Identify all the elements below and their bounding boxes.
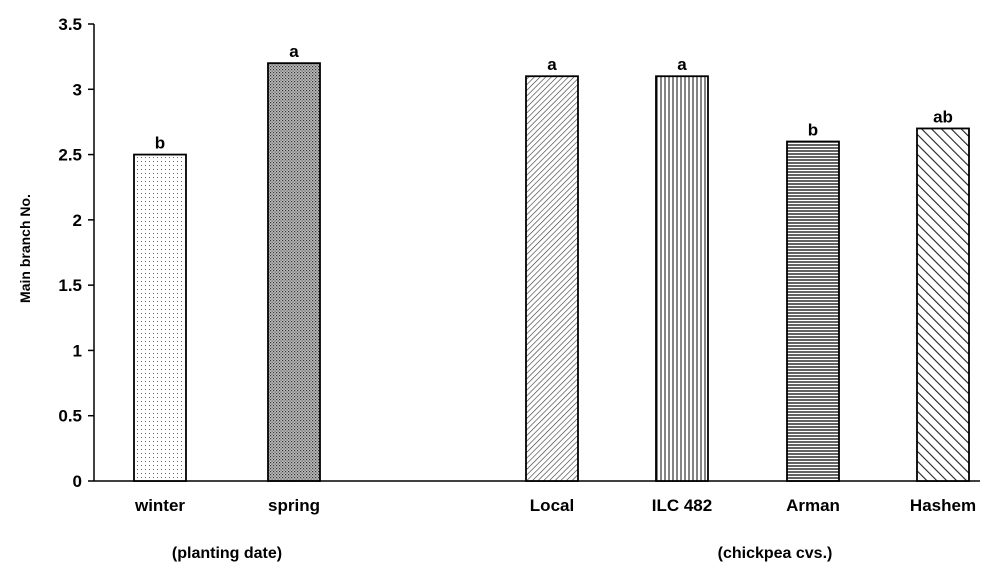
bars [133,62,970,482]
y-tick-label: 0 [73,472,82,491]
y-axis-title: Main branch No. [17,194,33,303]
y-tick-label: 1 [73,341,82,360]
significance-letter: a [289,42,299,61]
category-label: ILC 482 [652,496,712,515]
category-label: Arman [786,496,840,515]
significance-letter: b [155,134,165,153]
significance-letter: a [547,55,557,74]
category-label: Local [530,496,574,515]
bar-local [525,75,579,482]
y-tick-label: 3.5 [58,15,82,34]
y-tick-label: 3 [73,80,82,99]
category-label: spring [268,496,320,515]
y-tick-label: 1.5 [58,276,82,295]
significance-letter: ab [933,107,953,126]
significance-letter: b [808,121,818,140]
category-label: winter [134,496,185,515]
y-tick-label: 0.5 [58,407,82,426]
bar-winter [133,153,187,482]
labels: 0 0.5 1 1.5 2 2.5 3 3.5 Main branch No. b winter a s… [17,15,976,562]
bar-ilc-482 [655,75,709,482]
bar-arman [786,140,840,482]
group-label: (planting date) [172,545,282,562]
bar-spring [267,62,321,482]
significance-letter: a [677,55,687,74]
group-label: (chickpea cvs.) [718,545,833,562]
y-tick-label: 2.5 [58,146,82,165]
bar-hashem [916,127,970,482]
category-label: Hashem [910,496,976,515]
y-tick-label: 2 [73,211,82,230]
